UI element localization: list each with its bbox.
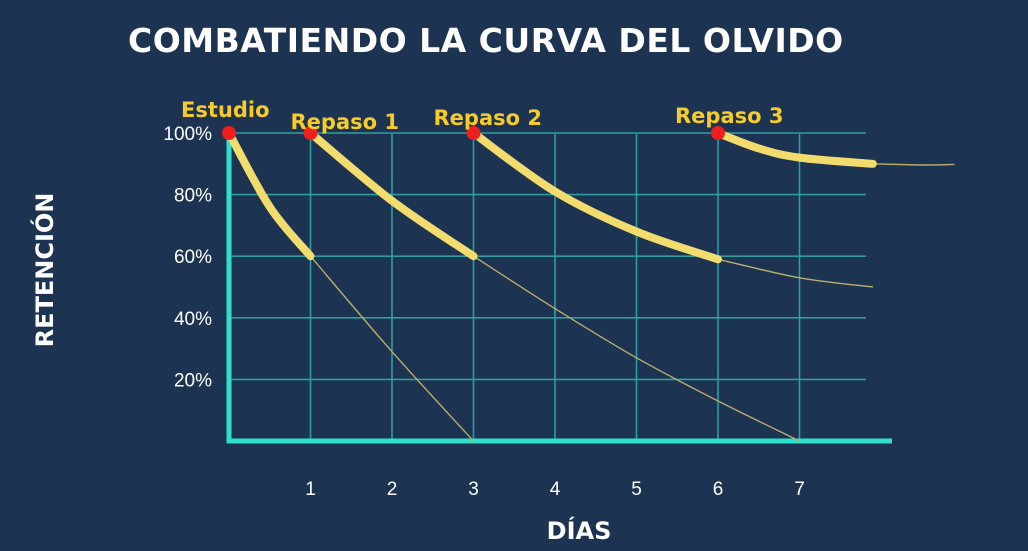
faint-curve-2 <box>473 255 800 442</box>
retention-curve-4 <box>714 129 877 168</box>
x-tick-label: 7 <box>794 479 805 500</box>
event-label: Repaso 3 <box>675 104 783 128</box>
x-tick-label: 2 <box>387 479 398 500</box>
x-tick-label: 3 <box>468 479 479 500</box>
retention-curves <box>225 129 877 264</box>
event-label: Estudio <box>181 98 270 122</box>
x-tick-label: 1 <box>305 479 316 500</box>
retention-curve-1 <box>225 129 315 261</box>
retention-curve-3 <box>469 129 722 264</box>
faint-curves <box>309 163 955 442</box>
event-dot <box>303 126 318 140</box>
event-dot <box>711 126 725 140</box>
event-dot <box>466 126 481 140</box>
event-labels: Estudio Repaso 1 Repaso 2 Repaso 3 <box>181 98 783 134</box>
x-tick-label: 6 <box>713 479 724 500</box>
x-tick-label: 4 <box>550 479 561 500</box>
tick-labels: 20% 40% 60% 80% 100% 1 2 3 4 5 6 7 <box>163 124 804 500</box>
axes <box>226 134 892 444</box>
event-markers <box>222 126 725 140</box>
y-axis-title: RETENCIÓN <box>29 193 59 348</box>
y-tick-label: 20% <box>174 370 212 391</box>
y-tick-label: 100% <box>163 124 212 145</box>
grid <box>229 132 866 441</box>
y-tick-label: 40% <box>174 309 212 330</box>
y-tick-label: 80% <box>174 186 212 207</box>
faint-curve-1 <box>309 255 475 442</box>
event-label: Repaso 1 <box>291 110 399 134</box>
faint-curve-4 <box>872 163 955 166</box>
event-dot <box>222 126 236 140</box>
y-tick-label: 60% <box>174 247 212 268</box>
x-tick-label: 5 <box>631 479 642 500</box>
x-axis-title: DÍAS <box>547 516 612 545</box>
faint-curve-3 <box>717 258 873 288</box>
retention-curve-2 <box>306 129 478 261</box>
event-label: Repaso 2 <box>434 106 542 130</box>
chart-title: COMBATIENDO LA CURVA DEL OLVIDO <box>128 21 844 60</box>
